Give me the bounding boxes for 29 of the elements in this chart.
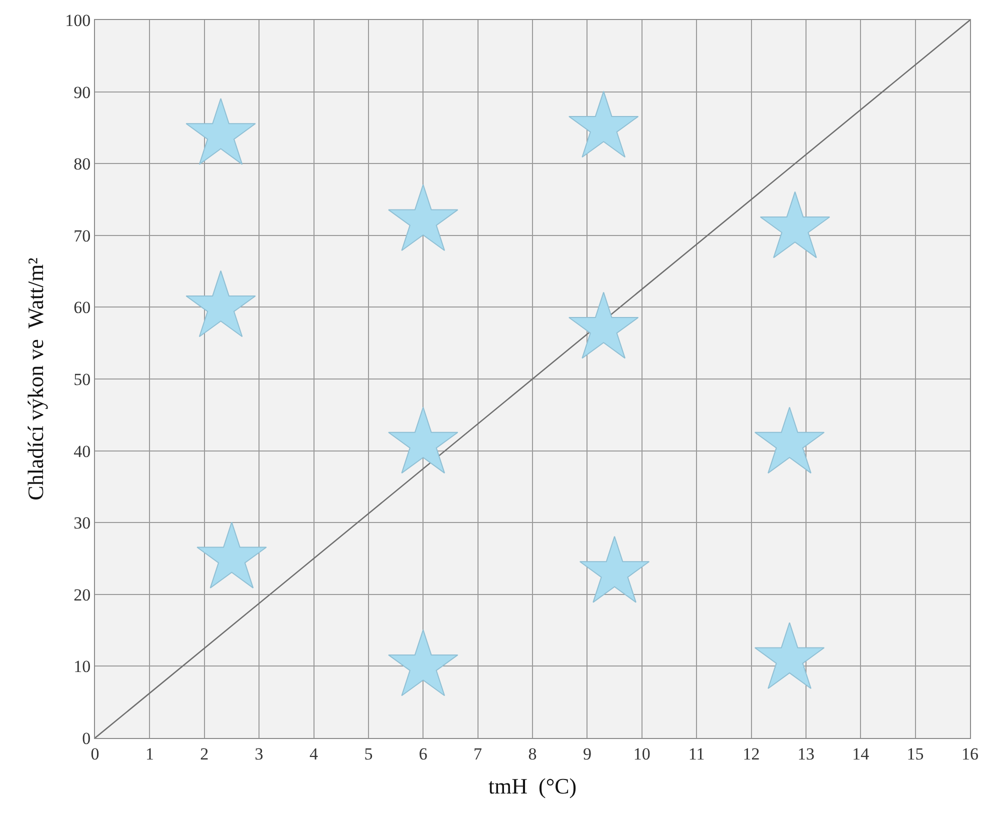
- x-tick-label: 13: [797, 744, 814, 764]
- x-tick-label: 14: [852, 744, 870, 764]
- x-tick-label: 16: [962, 744, 978, 764]
- x-tick-label: 3: [254, 744, 264, 764]
- y-tick-label: 40: [74, 442, 91, 461]
- x-tick-label: 12: [742, 744, 760, 764]
- y-tick-label: 20: [74, 585, 91, 604]
- y-tick-label: 80: [74, 154, 91, 174]
- x-tick-label: 8: [528, 744, 537, 764]
- x-tick-label: 1: [145, 744, 154, 764]
- y-tick-label: 30: [74, 514, 91, 533]
- x-tick-label: 7: [474, 744, 483, 764]
- x-tick-label: 10: [633, 744, 650, 764]
- x-tick-label: 11: [688, 744, 705, 764]
- x-tick-label: 15: [906, 744, 924, 764]
- y-tick-label: 70: [74, 226, 91, 246]
- x-tick-label: 6: [418, 744, 428, 764]
- y-tick-label: 50: [74, 370, 91, 389]
- x-tick-label: 2: [200, 744, 209, 764]
- y-tick-label: 10: [74, 657, 91, 676]
- y-tick-label: 0: [82, 728, 91, 748]
- y-tick-label: 100: [65, 10, 91, 30]
- y-tick-label: 90: [74, 82, 91, 102]
- x-tick-label: 9: [582, 744, 592, 764]
- x-tick-label: 5: [364, 744, 373, 764]
- x-tick-label: 4: [310, 744, 318, 764]
- y-axis-title: Chladící výkon ve Watt/m²: [22, 257, 48, 500]
- x-axis-title: tmH (°C): [488, 773, 577, 798]
- y-tick-label: 60: [74, 298, 91, 318]
